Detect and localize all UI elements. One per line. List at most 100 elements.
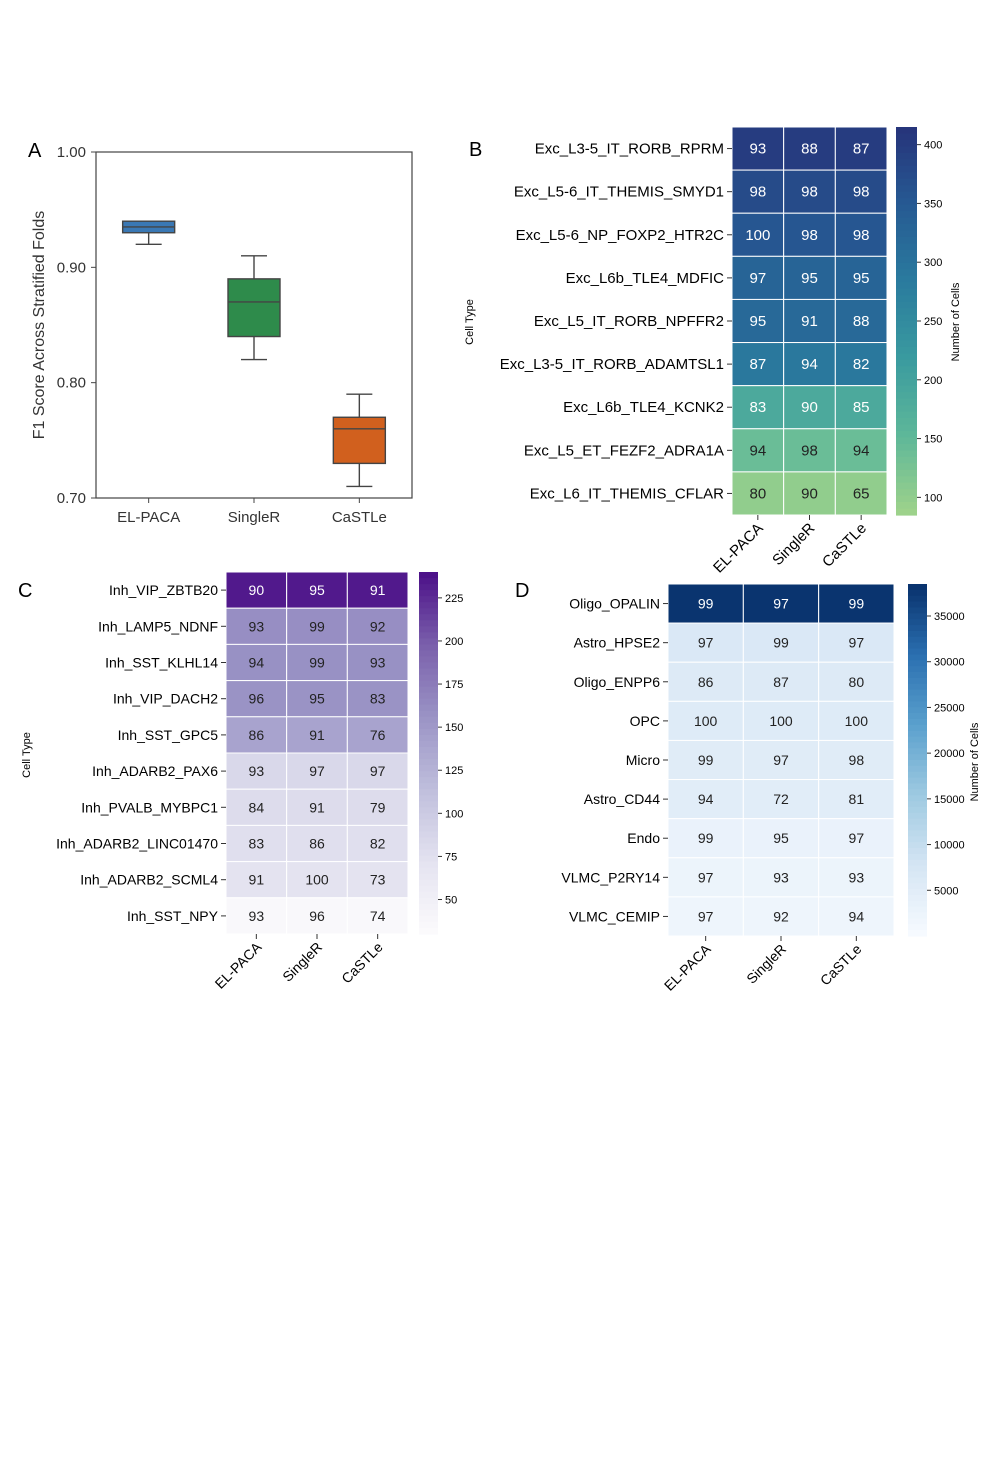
colorbar-segment	[896, 456, 917, 464]
heatmap-cell-value: 90	[249, 582, 265, 598]
colorbar-segment	[908, 748, 927, 755]
heatmap-cell-value: 96	[249, 691, 265, 707]
colorbar-segment	[896, 340, 917, 348]
heatmap-cell-value: 74	[370, 908, 386, 924]
colorbar-segment	[908, 642, 927, 650]
colorbar-segment	[908, 625, 927, 632]
heatmap-cell-value: 86	[249, 727, 265, 743]
heatmap-cell-value: 91	[309, 799, 325, 815]
colorbar-tick-label: 150	[924, 434, 942, 446]
heatmap-cell	[742, 857, 820, 898]
colorbar-segment	[896, 366, 917, 374]
colorbar-segment	[419, 825, 438, 833]
colorbar-segment	[908, 918, 927, 925]
heatmap-cell	[742, 818, 820, 859]
heatmap-cell-value: 97	[773, 752, 789, 768]
colorbar-segment	[896, 469, 917, 477]
colorbar-segment	[896, 450, 917, 458]
colorbar-segment	[896, 152, 917, 160]
colorbar-segment	[908, 924, 927, 931]
colorbar-tick-label: 200	[924, 375, 942, 387]
heatmap-row-label: Exc_L5_ET_FEZF2_ADRA1A	[524, 442, 724, 459]
heatmap-cell	[667, 700, 744, 741]
heatmap-row-label: Inh_VIP_ZBTB20	[109, 582, 218, 598]
colorbar-tick-label: 25000	[934, 702, 965, 714]
heatmap-cell-value: 99	[698, 596, 714, 612]
heatmap-cell	[731, 212, 785, 257]
heatmap-cell	[742, 896, 820, 937]
heatmap-cell	[286, 861, 348, 899]
colorbar-segment	[908, 730, 927, 738]
heatmap-cell-value: 94	[849, 908, 865, 924]
heatmap-cell-value: 98	[849, 752, 865, 768]
colorbar-tick-label: 175	[445, 679, 463, 691]
heatmap-cell-value: 93	[749, 141, 766, 158]
colorbar-segment	[908, 601, 927, 609]
colorbar-segment	[908, 707, 927, 714]
colorbar-segment	[419, 704, 438, 712]
colorbar-segment	[908, 713, 927, 720]
colorbar-segment	[896, 172, 917, 180]
colorbar-segment	[896, 224, 917, 232]
colorbar-segment	[419, 656, 438, 664]
colorbar-segment	[419, 644, 438, 652]
heatmap-row-label: Micro	[626, 752, 660, 768]
colorbar-segment	[896, 489, 917, 497]
heatmap-row-label: Astro_CD44	[584, 791, 660, 807]
colorbar-segment	[419, 626, 438, 633]
colorbar-segment	[896, 385, 917, 393]
colorbar-segment	[419, 722, 438, 730]
heatmap-cell	[346, 752, 409, 790]
colorbar-segment	[419, 837, 438, 845]
heatmap-cell-value: 98	[801, 184, 818, 201]
colorbar-segment	[419, 909, 438, 917]
heatmap-cell	[667, 739, 744, 781]
colorbar-tick-label: 20000	[934, 748, 965, 760]
heatmap-cell	[286, 571, 348, 609]
colorbar-segment	[896, 178, 917, 186]
heatmap-cell-value: 94	[853, 442, 870, 459]
colorbar-segment	[908, 836, 927, 843]
heatmap-row-label: Inh_ADARB2_LINC01470	[56, 836, 218, 852]
colorbar-tick-label: 10000	[934, 840, 965, 852]
colorbar-segment	[419, 716, 438, 724]
heatmap-cell-value: 86	[698, 674, 714, 690]
heatmap-cell-value: 95	[309, 582, 325, 598]
heatmap-cell	[818, 739, 895, 781]
heatmap-cell	[783, 342, 836, 387]
colorbar-segment	[419, 777, 438, 784]
colorbar-segment	[908, 900, 927, 908]
heatmap-cell-value: 93	[249, 763, 265, 779]
colorbar-segment	[419, 710, 438, 718]
heatmap-cell-value: 97	[698, 869, 714, 885]
colorbar-segment	[419, 783, 438, 790]
colorbar-segment	[908, 701, 927, 708]
heatmap-cell	[346, 716, 409, 754]
colorbar-segment	[896, 185, 917, 193]
heatmap-row-label: VLMC_CEMIP	[569, 908, 660, 924]
heatmap-row-label: Inh_LAMP5_NDNF	[98, 618, 218, 634]
colorbar-segment	[908, 783, 927, 790]
colorbar-segment	[908, 912, 927, 919]
colorbar-segment	[908, 848, 927, 855]
heatmap-row-label: Inh_VIP_DACH2	[113, 691, 218, 707]
colorbar-segment	[908, 830, 927, 837]
colorbar-segment	[896, 301, 917, 309]
colorbar-tick-label: 35000	[934, 611, 965, 623]
colorbar-segment	[419, 584, 438, 591]
colorbar-segment	[896, 275, 917, 283]
colorbar-segment	[419, 668, 438, 676]
heatmap-cell	[834, 212, 888, 257]
heatmap-row-label: OPC	[630, 713, 660, 729]
colorbar-segment	[908, 689, 927, 697]
colorbar-tick-label: 75	[445, 851, 457, 863]
colorbar-segment	[908, 842, 927, 849]
colorbar-segment	[419, 771, 438, 778]
colorbar-tick-label: 250	[924, 316, 942, 328]
heatmap-cell-value: 100	[745, 227, 770, 244]
heatmap-cell-value: 90	[801, 485, 818, 502]
panel-a-xtick-label: CaSTLe	[332, 509, 387, 526]
colorbar-segment	[908, 589, 927, 597]
heatmap-cell-value: 83	[249, 836, 265, 852]
colorbar-segment	[908, 806, 927, 814]
